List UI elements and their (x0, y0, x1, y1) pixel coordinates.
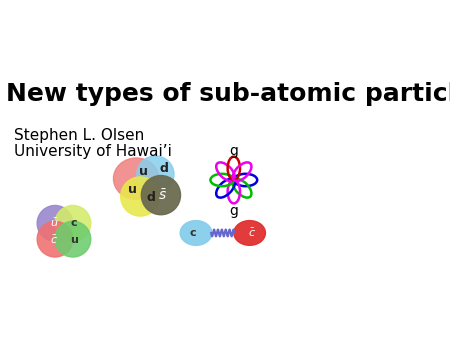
Text: g: g (230, 204, 238, 218)
Text: $\bar{u}$: $\bar{u}$ (50, 217, 58, 230)
Text: $\bar{c}$: $\bar{c}$ (50, 234, 58, 246)
Text: University of Hawai’i: University of Hawai’i (14, 144, 171, 159)
Text: c: c (190, 228, 197, 238)
Text: g: g (230, 144, 238, 158)
Ellipse shape (37, 206, 73, 241)
Ellipse shape (234, 221, 266, 245)
Text: u: u (139, 165, 148, 178)
Ellipse shape (37, 221, 73, 257)
Ellipse shape (137, 156, 174, 193)
Text: u: u (128, 183, 136, 196)
Text: d: d (159, 163, 168, 175)
Ellipse shape (55, 221, 91, 257)
Text: Stephen L. Olsen: Stephen L. Olsen (14, 128, 144, 143)
Ellipse shape (141, 175, 180, 215)
Text: d: d (147, 191, 156, 204)
Ellipse shape (121, 177, 160, 216)
Ellipse shape (180, 221, 212, 245)
Text: $\bar{c}$: $\bar{c}$ (248, 227, 256, 239)
Text: c: c (70, 218, 77, 228)
Text: New types of sub-atomic particles: New types of sub-atomic particles (5, 82, 450, 106)
Text: u: u (70, 235, 77, 245)
Text: $\bar{s}$: $\bar{s}$ (158, 188, 167, 202)
Ellipse shape (113, 158, 159, 199)
Ellipse shape (55, 206, 91, 241)
